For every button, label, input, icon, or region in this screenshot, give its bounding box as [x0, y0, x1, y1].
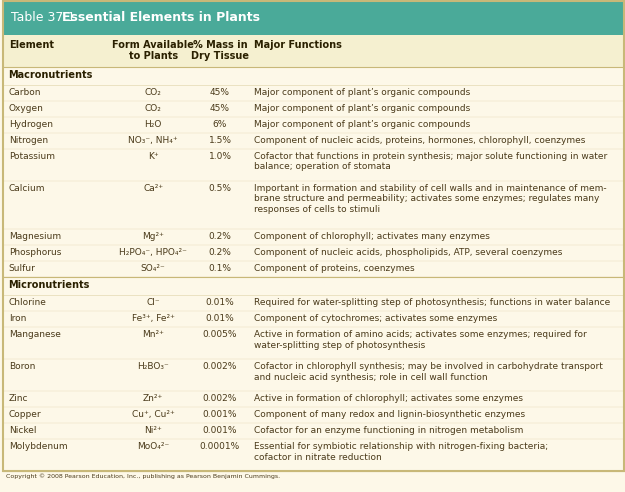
Text: Phosphorus: Phosphorus — [9, 248, 61, 257]
Text: Micronutrients: Micronutrients — [8, 280, 89, 290]
Bar — [3, 277, 624, 295]
Text: CO₂: CO₂ — [145, 88, 161, 97]
Text: 6%: 6% — [213, 120, 228, 129]
Text: Iron: Iron — [9, 314, 26, 323]
Text: 45%: 45% — [210, 88, 230, 97]
Bar — [3, 245, 624, 261]
Text: 0.002%: 0.002% — [202, 362, 238, 371]
Text: Nitrogen: Nitrogen — [9, 136, 48, 145]
Bar — [3, 229, 624, 245]
Text: Ca²⁺: Ca²⁺ — [143, 184, 163, 193]
Text: Component of cytochromes; activates some enzymes: Component of cytochromes; activates some… — [254, 314, 497, 323]
Text: Major component of plant’s organic compounds: Major component of plant’s organic compo… — [254, 120, 470, 129]
Text: 0.001%: 0.001% — [202, 410, 238, 419]
Text: Table 37.1: Table 37.1 — [11, 11, 79, 25]
Text: Essential Elements in Plants: Essential Elements in Plants — [62, 11, 260, 25]
Bar — [3, 423, 624, 439]
Text: Boron: Boron — [9, 362, 35, 371]
Text: H₂BO₃⁻: H₂BO₃⁻ — [138, 362, 169, 371]
Text: Carbon: Carbon — [9, 88, 41, 97]
Text: 0.01%: 0.01% — [206, 314, 234, 323]
Text: Component of chlorophyll; activates many enzymes: Component of chlorophyll; activates many… — [254, 232, 489, 241]
Text: Chlorine: Chlorine — [9, 298, 47, 307]
Text: Component of many redox and lignin-biosynthetic enzymes: Component of many redox and lignin-biosy… — [254, 410, 525, 419]
Text: Nickel: Nickel — [9, 426, 36, 435]
Text: Active in formation of amino acids; activates some enzymes; required for
water-s: Active in formation of amino acids; acti… — [254, 330, 586, 349]
Text: 1.0%: 1.0% — [209, 152, 231, 161]
Text: Required for water-splitting step of photosynthesis; functions in water balance: Required for water-splitting step of pho… — [254, 298, 610, 307]
Text: Mg²⁺: Mg²⁺ — [142, 232, 164, 241]
Text: NO₃⁻, NH₄⁺: NO₃⁻, NH₄⁺ — [128, 136, 178, 145]
Bar — [3, 149, 624, 181]
Text: MoO₄²⁻: MoO₄²⁻ — [137, 442, 169, 451]
Text: Hydrogen: Hydrogen — [9, 120, 53, 129]
Text: Form Available
to Plants: Form Available to Plants — [112, 40, 194, 62]
Text: Potassium: Potassium — [9, 152, 55, 161]
Bar — [3, 181, 624, 229]
Text: 0.1%: 0.1% — [209, 264, 231, 273]
Text: Molybdenum: Molybdenum — [9, 442, 68, 451]
Bar — [3, 359, 624, 391]
Bar — [3, 35, 624, 67]
Text: Mn²⁺: Mn²⁺ — [142, 330, 164, 339]
Text: Zn²⁺: Zn²⁺ — [143, 394, 163, 403]
Text: 0.5%: 0.5% — [209, 184, 231, 193]
Text: 0.001%: 0.001% — [202, 426, 238, 435]
Text: Element: Element — [9, 40, 54, 50]
Bar — [3, 407, 624, 423]
Bar — [3, 327, 624, 359]
Text: 0.2%: 0.2% — [209, 248, 231, 257]
Text: CO₂: CO₂ — [145, 104, 161, 113]
Bar — [3, 311, 624, 327]
Bar — [3, 1, 624, 35]
Text: Component of nucleic acids, proteins, hormones, chlorophyll, coenzymes: Component of nucleic acids, proteins, ho… — [254, 136, 585, 145]
Text: Cofactor for an enzyme functioning in nitrogen metabolism: Cofactor for an enzyme functioning in ni… — [254, 426, 523, 435]
Text: Calcium: Calcium — [9, 184, 45, 193]
Text: Component of proteins, coenzymes: Component of proteins, coenzymes — [254, 264, 414, 273]
Text: Copyright © 2008 Pearson Education, Inc., publishing as Pearson Benjamin Cumming: Copyright © 2008 Pearson Education, Inc.… — [6, 473, 281, 479]
Bar — [3, 295, 624, 311]
Text: Sulfur: Sulfur — [9, 264, 36, 273]
Text: 45%: 45% — [210, 104, 230, 113]
Text: Component of nucleic acids, phospholipids, ATP, several coenzymes: Component of nucleic acids, phospholipid… — [254, 248, 562, 257]
Bar — [3, 101, 624, 117]
Text: Copper: Copper — [9, 410, 41, 419]
Text: Ni²⁺: Ni²⁺ — [144, 426, 162, 435]
Text: Macronutrients: Macronutrients — [8, 70, 92, 80]
Text: Zinc: Zinc — [9, 394, 28, 403]
Text: Magnesium: Magnesium — [9, 232, 61, 241]
Text: Fe³⁺, Fe²⁺: Fe³⁺, Fe²⁺ — [132, 314, 174, 323]
Text: 0.005%: 0.005% — [202, 330, 238, 339]
Bar — [3, 67, 624, 85]
Text: Cofactor that functions in protein synthesis; major solute functioning in water
: Cofactor that functions in protein synth… — [254, 152, 607, 171]
Bar — [3, 439, 624, 471]
Text: Cofactor in chlorophyll synthesis; may be involved in carbohydrate transport
and: Cofactor in chlorophyll synthesis; may b… — [254, 362, 602, 382]
Text: Manganese: Manganese — [9, 330, 61, 339]
Text: K⁺: K⁺ — [148, 152, 159, 161]
Text: 0.0001%: 0.0001% — [200, 442, 240, 451]
Text: 0.2%: 0.2% — [209, 232, 231, 241]
Text: Cl⁻: Cl⁻ — [146, 298, 160, 307]
Text: H₂PO₄⁻, HPO₄²⁻: H₂PO₄⁻, HPO₄²⁻ — [119, 248, 187, 257]
Text: Active in formation of chlorophyll; activates some enzymes: Active in formation of chlorophyll; acti… — [254, 394, 522, 403]
Bar — [3, 133, 624, 149]
Bar — [3, 391, 624, 407]
Text: Essential for symbiotic relationship with nitrogen-fixing bacteria;
cofactor in : Essential for symbiotic relationship wit… — [254, 442, 548, 461]
Text: Oxygen: Oxygen — [9, 104, 44, 113]
Text: H₂O: H₂O — [144, 120, 162, 129]
Bar — [3, 85, 624, 101]
Text: Major component of plant’s organic compounds: Major component of plant’s organic compo… — [254, 88, 470, 97]
Text: Important in formation and stability of cell walls and in maintenance of mem-
br: Important in formation and stability of … — [254, 184, 606, 214]
Text: 1.5%: 1.5% — [209, 136, 231, 145]
Text: Cu⁺, Cu²⁺: Cu⁺, Cu²⁺ — [132, 410, 174, 419]
Text: 0.002%: 0.002% — [202, 394, 238, 403]
Bar — [3, 261, 624, 277]
Text: % Mass in
Dry Tissue: % Mass in Dry Tissue — [191, 40, 249, 62]
Text: Major Functions: Major Functions — [254, 40, 342, 50]
Text: Major component of plant’s organic compounds: Major component of plant’s organic compo… — [254, 104, 470, 113]
Text: 0.01%: 0.01% — [206, 298, 234, 307]
Bar — [3, 117, 624, 133]
Text: SO₄²⁻: SO₄²⁻ — [141, 264, 166, 273]
